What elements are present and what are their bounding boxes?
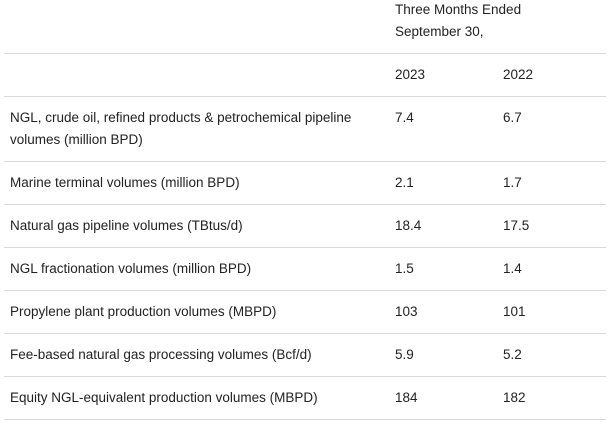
table-row: Natural gas pipeline volumes (TBtus/d) 1… bbox=[4, 205, 606, 248]
row-label: Equity NGL-equivalent production volumes… bbox=[10, 390, 318, 405]
table-row: Fee-based natural gas processing volumes… bbox=[4, 334, 606, 377]
table-row: NGL fractionation volumes (million BPD) … bbox=[4, 248, 606, 291]
value-2023: 2.1 bbox=[395, 175, 414, 190]
operating-data-table: Three Months Ended September 30, 2023 20… bbox=[4, 0, 606, 420]
row-label: NGL fractionation volumes (million BPD) bbox=[10, 261, 252, 276]
period-header: Three Months Ended September 30, bbox=[395, 0, 575, 43]
table-header-period-row: Three Months Ended September 30, bbox=[4, 0, 606, 54]
row-label: NGL, crude oil, refined products & petro… bbox=[10, 107, 380, 151]
row-label: Fee-based natural gas processing volumes… bbox=[10, 347, 312, 362]
period-header-line1: Three Months Ended bbox=[395, 2, 522, 17]
value-2022: 6.7 bbox=[503, 110, 522, 125]
value-2022: 5.2 bbox=[503, 347, 522, 362]
table-header-year-row: 2023 2022 bbox=[4, 54, 606, 97]
row-label-line1: NGL, crude oil, refined products & petro… bbox=[10, 110, 352, 125]
table-row: NGL, crude oil, refined products & petro… bbox=[4, 97, 606, 162]
column-header-2022: 2022 bbox=[503, 67, 534, 82]
value-2022: 17.5 bbox=[503, 218, 530, 233]
value-2023: 1.5 bbox=[395, 261, 414, 276]
row-label: Propylene plant production volumes (MBPD… bbox=[10, 304, 277, 319]
value-2023: 5.9 bbox=[395, 347, 414, 362]
value-2023: 103 bbox=[395, 304, 418, 319]
row-label: Marine terminal volumes (million BPD) bbox=[10, 175, 240, 190]
table-row: Marine terminal volumes (million BPD) 2.… bbox=[4, 162, 606, 205]
table-row: Propylene plant production volumes (MBPD… bbox=[4, 291, 606, 334]
value-2023: 18.4 bbox=[395, 218, 422, 233]
value-2022: 1.4 bbox=[503, 261, 522, 276]
row-label-line2: volumes (million BPD) bbox=[10, 132, 143, 147]
value-2022: 182 bbox=[503, 390, 526, 405]
period-header-line2: September 30, bbox=[395, 24, 484, 39]
table-row: Equity NGL-equivalent production volumes… bbox=[4, 377, 606, 420]
value-2022: 1.7 bbox=[503, 175, 522, 190]
column-header-2023: 2023 bbox=[395, 67, 426, 82]
value-2023: 184 bbox=[395, 390, 418, 405]
row-label: Natural gas pipeline volumes (TBtus/d) bbox=[10, 218, 243, 233]
value-2023: 7.4 bbox=[395, 110, 414, 125]
value-2022: 101 bbox=[503, 304, 526, 319]
